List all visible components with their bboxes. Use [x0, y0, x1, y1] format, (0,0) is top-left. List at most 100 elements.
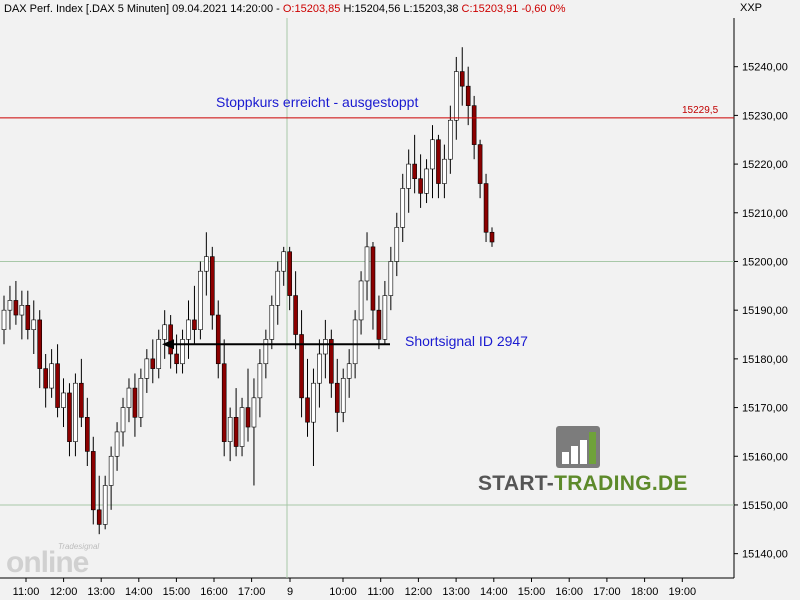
candle-body — [346, 363, 352, 379]
candle-body — [90, 451, 96, 511]
stop-annotation: Stoppkurs erreicht - ausgestoppt — [216, 94, 419, 110]
candle-body — [424, 168, 429, 194]
y-tick-label: 15150,00 — [742, 500, 788, 512]
candle-body — [55, 363, 60, 408]
candle-body — [281, 251, 287, 272]
candle-body — [394, 227, 400, 262]
candle-body — [329, 339, 334, 384]
bar-datetime: 09.04.2021 14:20:00 — [172, 3, 274, 15]
x-tick-label: 14:00 — [480, 586, 508, 598]
candle-body — [144, 358, 150, 379]
candle-body — [412, 163, 417, 179]
header-separator: - — [276, 3, 280, 15]
candle-body — [1, 309, 7, 330]
x-tick-label: 12:00 — [50, 586, 78, 598]
logo-text-start: START- — [478, 472, 555, 495]
x-tick-label: 15:00 — [163, 586, 191, 598]
candle-body — [79, 382, 84, 418]
candle-body — [483, 183, 489, 233]
candle-body — [43, 368, 48, 389]
x-tick-label: 17:00 — [238, 586, 266, 598]
y-tick-label: 15200,00 — [742, 256, 788, 268]
logo-text: START-TRADING.DE — [478, 472, 688, 496]
candle-body — [227, 417, 233, 442]
candle-body — [7, 300, 13, 311]
candle-body — [120, 407, 126, 433]
y-tick-label: 15220,00 — [742, 159, 788, 171]
x-tick-label: 11:00 — [13, 586, 40, 598]
start-trading-logo: START-TRADING.DE — [478, 426, 688, 496]
candle-body — [442, 158, 447, 184]
candle-body — [239, 407, 245, 447]
low-value: L:15203,38 — [403, 3, 459, 15]
x-tick-label: 9 — [287, 586, 293, 598]
candle-body — [156, 339, 162, 369]
y-axis: 15140,00 15150,00 15160,00 15170,00 15180,00… — [734, 62, 788, 561]
y-tick-label: 15240,00 — [742, 62, 788, 74]
candle-body — [221, 363, 227, 442]
y-tick-label: 15210,00 — [742, 208, 788, 220]
candle-body — [287, 251, 292, 296]
candle-body — [96, 509, 102, 525]
y-tick-label: 15190,00 — [742, 305, 788, 317]
candle-body — [114, 431, 120, 457]
candle-body — [376, 309, 382, 340]
candle-body — [138, 378, 144, 418]
candle-body — [471, 105, 477, 145]
instrument-name: DAX Perf. Index [.DAX 5 Minuten] — [4, 3, 170, 15]
candle-body — [61, 392, 66, 408]
candle-body — [459, 71, 465, 87]
close-value: C:15203,91 — [461, 3, 519, 15]
y-tick-label: 15180,00 — [742, 354, 788, 366]
candle-body — [400, 188, 406, 228]
candle-body — [174, 353, 179, 365]
candle-body — [251, 397, 257, 428]
candle-body — [317, 353, 322, 384]
bar-chart-icon — [556, 426, 600, 468]
overlays — [0, 117, 734, 350]
open-value: O:15203,85 — [282, 3, 341, 15]
candle-body — [37, 319, 43, 369]
candle-body — [31, 319, 37, 330]
watermark-big-text: online — [6, 546, 89, 579]
candle-body — [132, 387, 138, 418]
x-tick-label: 11:00 — [367, 586, 394, 598]
candle-body — [192, 319, 197, 330]
y-tick-label: 15140,00 — [742, 549, 788, 561]
candle-body — [245, 407, 251, 428]
candle-body — [257, 363, 263, 399]
x-tick-label: 12:00 — [405, 586, 433, 598]
candle-body — [233, 417, 239, 447]
axis-code: XXP — [740, 2, 763, 14]
candle-body — [340, 378, 346, 413]
candles — [1, 47, 495, 535]
candle-body — [465, 85, 471, 106]
candle-body — [388, 261, 394, 296]
x-tick-label: 19:00 — [669, 586, 697, 598]
candle-body — [382, 295, 388, 340]
candle-body — [13, 300, 19, 316]
candle-body — [85, 417, 90, 452]
candle-body — [204, 256, 209, 272]
candle-body — [126, 387, 132, 408]
candle-body — [67, 392, 72, 442]
candle-body — [180, 339, 185, 365]
candle-body — [198, 270, 203, 330]
arrow-head-icon — [162, 339, 174, 350]
candle-body — [108, 455, 114, 486]
candle-body — [430, 139, 435, 170]
candle-body — [370, 246, 376, 311]
candle-body — [263, 339, 269, 365]
candle-body — [168, 324, 173, 355]
candle-body — [305, 397, 310, 423]
candle-body — [448, 119, 453, 160]
x-tick-label: 16:00 — [200, 586, 228, 598]
candle-body — [406, 163, 411, 189]
logo-text-domain: TRADING.DE — [554, 472, 688, 495]
y-tick-label: 15170,00 — [742, 403, 788, 415]
candle-body — [215, 314, 221, 365]
short-signal-annotation: Shortsignal ID 2947 — [405, 333, 528, 349]
watermark-small-text: Tradesignal — [58, 542, 100, 551]
